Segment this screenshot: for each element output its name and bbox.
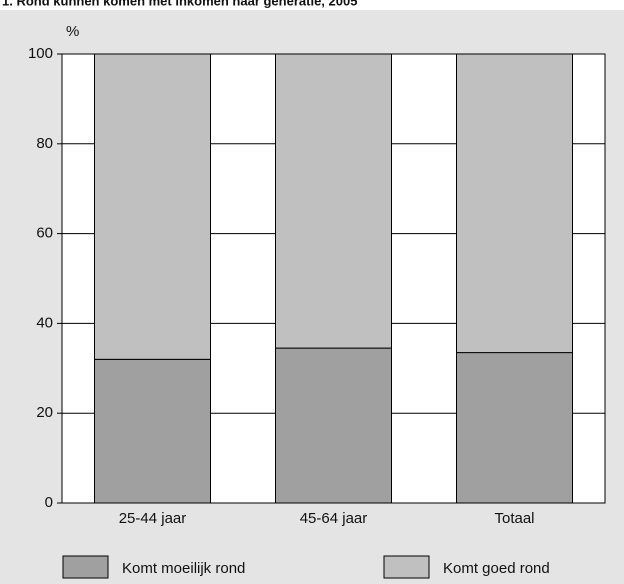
legend-swatch [62, 555, 109, 579]
plot-border [61, 53, 606, 504]
bar [275, 53, 392, 349]
y-tick-label: 40 [36, 314, 53, 331]
y-axis-label: % [66, 23, 79, 40]
bar [94, 358, 211, 504]
x-tick-label: 25-44 jaar [119, 510, 187, 527]
bar [275, 347, 392, 504]
legend-label: Komt moeilijk rond [122, 560, 245, 577]
chart-title: 1. Rond kunnen komen met inkomen naar ge… [2, 0, 357, 8]
y-tick-label: 100 [28, 45, 53, 62]
bar [456, 352, 573, 504]
legend-label: Komt goed rond [443, 560, 550, 577]
bar [94, 53, 211, 360]
bar [456, 53, 573, 354]
y-tick-label: 60 [36, 225, 53, 242]
y-tick-label: 80 [36, 135, 53, 152]
y-tick-label: 20 [36, 404, 53, 421]
x-tick-label: 45-64 jaar [300, 510, 368, 527]
y-tick-label: 0 [45, 494, 53, 511]
x-tick-label: Totaal [494, 510, 534, 527]
legend-swatch [383, 555, 430, 579]
